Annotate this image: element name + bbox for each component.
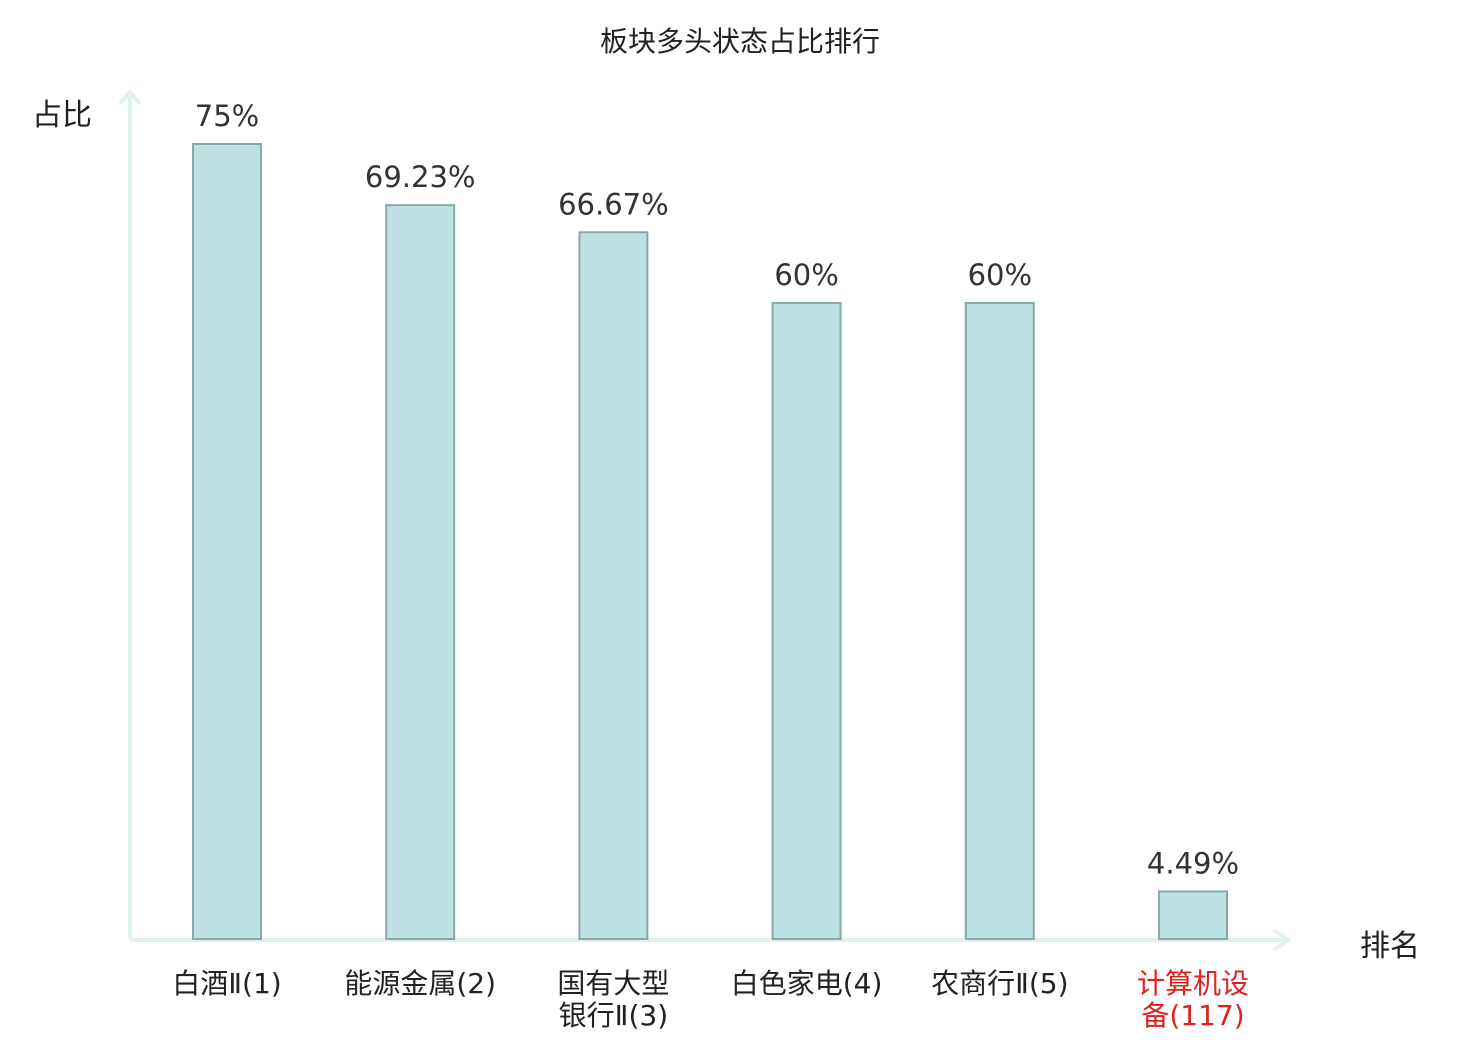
value-label-3: 66.67% <box>558 187 669 221</box>
category-label-2-line-1: 能源金属(2) <box>344 967 496 1000</box>
category-label-5-line-1: 农商行Ⅱ(5) <box>931 967 1068 1000</box>
category-label-6-line-2: 备(117) <box>1141 999 1244 1032</box>
value-label-1: 75% <box>195 99 259 133</box>
y-axis-label: 占比 <box>32 98 92 133</box>
x-axis-arrow <box>1272 928 1292 952</box>
category-label-6-line-1: 计算机设 <box>1137 967 1249 1000</box>
chart-title: 板块多头状态占比排行 <box>599 25 880 58</box>
bar-2 <box>385 204 456 941</box>
bar-4 <box>771 302 842 940</box>
value-label-4: 60% <box>774 258 838 292</box>
value-label-5: 60% <box>968 258 1032 292</box>
category-label-1-line-1: 白酒Ⅱ(1) <box>172 967 281 1000</box>
value-label-6: 4.49% <box>1147 846 1239 880</box>
category-label-4-line-1: 白色家电(4) <box>731 967 883 1000</box>
bar-3 <box>578 231 649 941</box>
value-label-2: 69.23% <box>365 160 476 194</box>
category-label-3-line-1: 国有大型 <box>557 967 669 1000</box>
category-label-3-line-2: 银行Ⅱ(3) <box>559 999 668 1032</box>
x-axis-label: 排名 <box>1360 929 1420 964</box>
y-axis-arrow <box>118 88 142 106</box>
bar-5 <box>964 302 1035 940</box>
bar-1 <box>192 143 262 940</box>
bar-6 <box>1158 890 1228 941</box>
